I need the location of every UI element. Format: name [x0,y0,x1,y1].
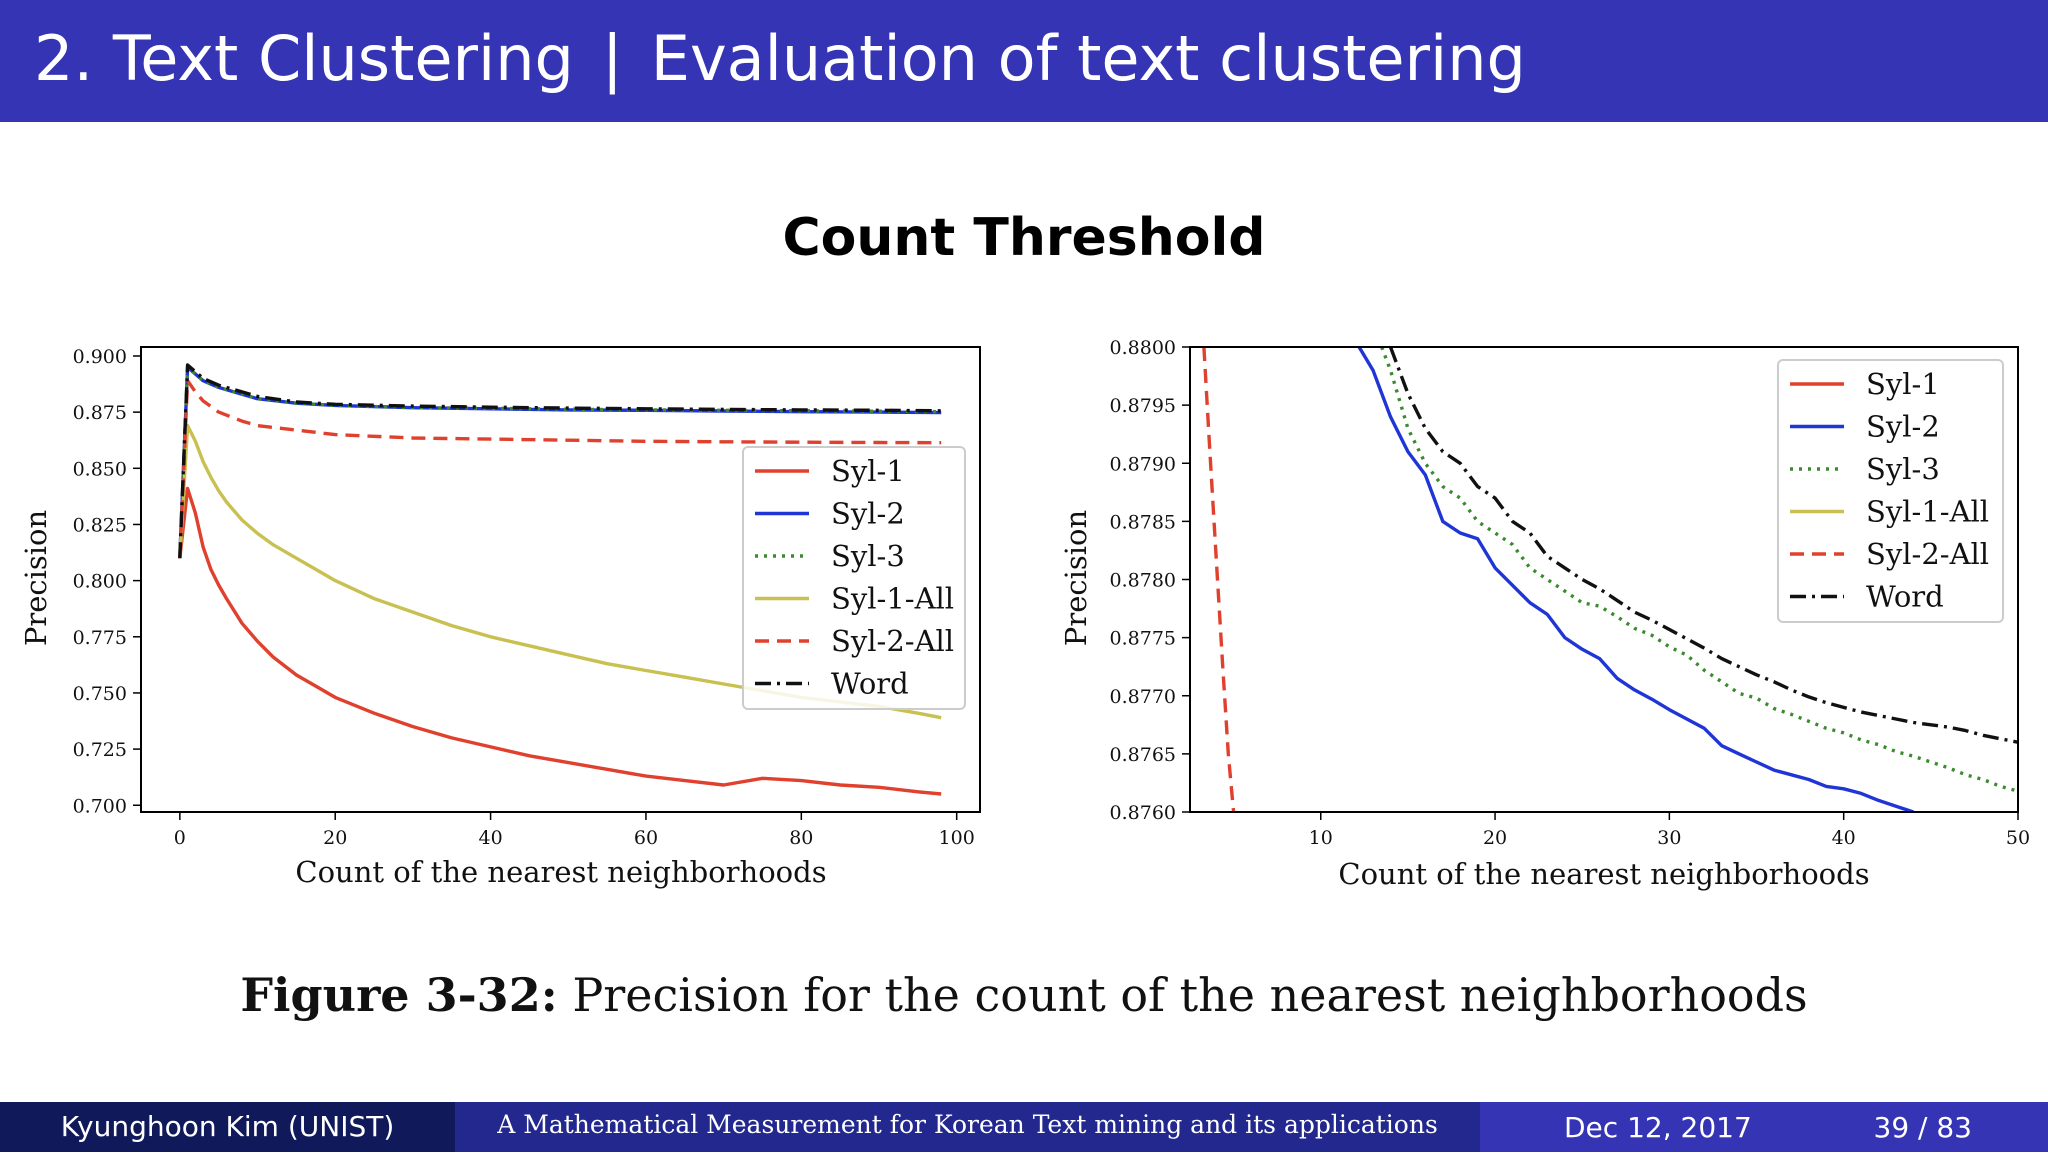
y-axis-label: Precision [19,510,53,646]
x-tick-label: 80 [789,827,813,849]
x-tick-label: 10 [1309,827,1333,849]
y-tick-label: 0.725 [73,739,127,761]
legend-label: Syl-2 [831,497,905,531]
series-group [178,363,942,796]
series-line-syl-1 [178,486,942,796]
legend-label: Word [1866,580,1944,614]
series-line-syl-2-all [178,379,942,559]
series-line-syl-2 [1357,347,1914,812]
y-tick-label: 0.700 [73,795,127,817]
legend-label: Word [831,667,909,701]
left-chart: 0 20 40 60 80 100 0.700 0.725 0.750 0.775 0.800 0.8… [19,346,981,889]
series-line-syl-3 [178,365,942,559]
y-tick-label: 0.850 [73,458,127,480]
caption-label: Figure 3-32: [240,968,558,1022]
y-tick-label: 0.8765 [1110,744,1176,766]
figure-caption: Figure 3-32: Precision for the count of … [0,968,2048,1022]
legend-label: Syl-1 [831,454,905,488]
y-tick-label: 0.8795 [1110,395,1176,417]
series-line-syl-3 [1380,347,2018,793]
y-tick-label: 0.750 [73,683,127,705]
y-tick-label: 0.825 [73,514,127,536]
y-tick-label: 0.8790 [1110,453,1176,475]
legend-label: Syl-3 [831,539,905,573]
x-tick-label: 40 [1832,827,1856,849]
x-tick-label: 20 [323,827,347,849]
y-tick-label: 0.8770 [1110,686,1176,708]
header-subtitle: Evaluation of text clustering [650,22,1526,95]
x-axis-label: Count of the nearest neighborhoods [1338,857,1869,891]
plot-frame [140,346,981,813]
footer-page-number: 39 / 83 [1873,1111,1973,1144]
footer-meta: Dec 12, 2017 39 / 83 [1480,1102,2048,1152]
x-tick-label: 50 [2006,827,2030,849]
series-group [1202,347,2018,812]
y-tick-label: 0.775 [73,627,127,649]
x-tick-label: 40 [478,827,502,849]
header-separator: | [601,22,623,95]
x-tick-label: 0 [174,827,186,849]
y-tick-label: 0.900 [73,346,127,368]
y-axis-label: Precision [1059,510,1093,646]
header-section: 2. Text Clustering [34,22,574,95]
legend-label: Syl-2-All [831,624,954,658]
title-bar: 2. Text Clustering | Evaluation of text cl… [0,0,2048,122]
slide-header: 2. Text Clustering | Evaluation of text cl… [34,22,1526,95]
footer-talk-title: A Mathematical Measurement for Korean Te… [455,1102,1480,1152]
y-tick-label: 0.800 [73,571,127,593]
y-tick-label: 0.875 [73,402,127,424]
x-tick-label: 100 [939,827,975,849]
footer-date: Dec 12, 2017 [1564,1111,1752,1144]
y-tick-label: 0.8785 [1110,511,1176,533]
x-tick-label: 60 [634,827,658,849]
y-tick-label: 0.8800 [1110,337,1176,359]
series-line-word [1388,347,2018,744]
footer-bar: Kyunghoon Kim (UNIST) A Mathematical Mea… [0,1102,2048,1152]
y-tick-label: 0.8780 [1110,570,1176,592]
y-tick-label: 0.8760 [1110,802,1176,824]
legend-label: Syl-1-All [1866,495,1989,529]
y-tick-label: 0.8775 [1110,628,1176,650]
x-axis-label: Count of the nearest neighborhoods [295,855,826,889]
footer-author: Kyunghoon Kim (UNIST) [0,1102,455,1152]
caption-text: Precision for the count of the nearest n… [572,968,1808,1022]
series-line-word [178,363,942,559]
legend-label: Syl-1-All [831,582,954,616]
series-line-syl-2-all [1202,347,1236,812]
legend-label: Syl-1 [1866,367,1940,401]
legend-label: Syl-2 [1866,410,1940,444]
legend-label: Syl-3 [1866,452,1940,486]
right-chart: 10 20 30 40 50 0.8760 0.8765 0.8770 0.8775 0.8780… [1059,337,2030,891]
x-tick-label: 20 [1483,827,1507,849]
slide-title: Count Threshold [782,208,1266,268]
legend-label: Syl-2-All [1866,537,1989,571]
x-tick-label: 30 [1657,827,1681,849]
